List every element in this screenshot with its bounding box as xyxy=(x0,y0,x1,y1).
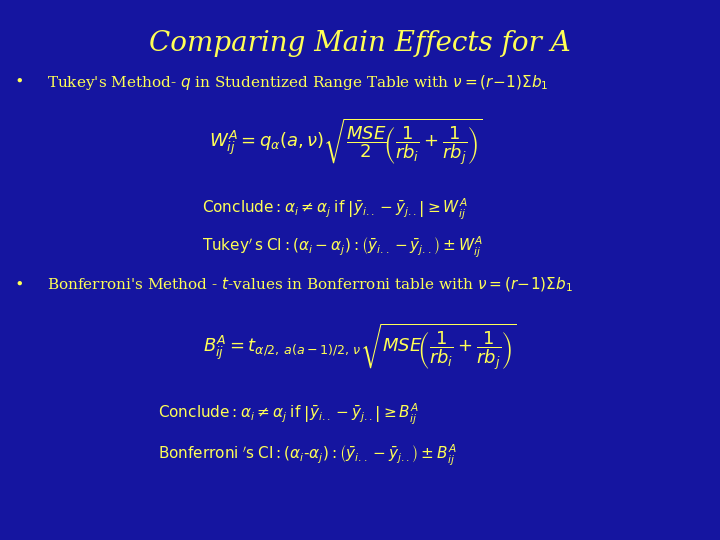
Text: $W^{A}_{ij} = q_{\alpha}(a,\nu)\sqrt{\dfrac{MSE}{2}\!\left(\dfrac{1}{rb_i}+\dfra: $W^{A}_{ij} = q_{\alpha}(a,\nu)\sqrt{\df… xyxy=(209,116,482,167)
Text: $B^{A}_{ij} = t_{\alpha/2,\,a(a-1)/2,\,\nu}\sqrt{MSE\!\left(\dfrac{1}{rb_i}+\dfr: $B^{A}_{ij} = t_{\alpha/2,\,a(a-1)/2,\,\… xyxy=(203,321,517,373)
Text: Comparing Main Effects for A: Comparing Main Effects for A xyxy=(149,30,571,57)
Text: $\mathrm{Conclude}: \alpha_i \neq \alpha_j\;\mathrm{if}\;\left|\bar{y}_{i..} - \: $\mathrm{Conclude}: \alpha_i \neq \alpha… xyxy=(202,197,467,222)
Text: $\bullet$: $\bullet$ xyxy=(14,275,23,289)
Text: $\mathrm{Tukey'\,s\;CI}: (\alpha_i - \alpha_j): \left(\bar{y}_{i..} - \bar{y}_{j: $\mathrm{Tukey'\,s\;CI}: (\alpha_i - \al… xyxy=(202,235,483,260)
Text: $\bullet$: $\bullet$ xyxy=(14,73,23,87)
Text: $\mathrm{Conclude}: \alpha_i \neq \alpha_j\;\mathrm{if}\;\left|\bar{y}_{i..} - \: $\mathrm{Conclude}: \alpha_i \neq \alpha… xyxy=(158,402,420,427)
Text: $\mathrm{Bonferroni\;'s\;CI}: (\alpha_i\text{-}\alpha_j): \left(\bar{y}_{i..} - : $\mathrm{Bonferroni\;'s\;CI}: (\alpha_i\… xyxy=(158,443,457,468)
Text: Bonferroni's Method - $t$-values in Bonferroni table with $\nu = (r\!-\!1)\Sigma: Bonferroni's Method - $t$-values in Bonf… xyxy=(47,275,572,294)
Text: Tukey's Method- $q$ in Studentized Range Table with $\nu = (r\!-\!1)\Sigma b_1$: Tukey's Method- $q$ in Studentized Range… xyxy=(47,73,548,92)
